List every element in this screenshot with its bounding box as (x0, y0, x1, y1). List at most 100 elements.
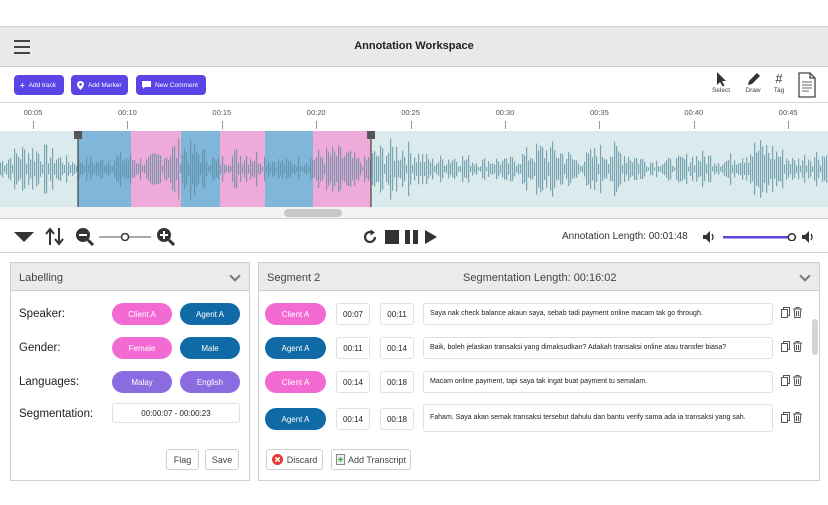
timeline-tick-label: 00:35 (590, 108, 609, 117)
hash-icon: # (775, 71, 783, 86)
row-start-time[interactable]: 00:14 (336, 371, 370, 393)
row-speaker-button[interactable]: Client A (265, 371, 326, 393)
trash-icon[interactable] (793, 307, 802, 318)
labelling-header: Labelling (11, 263, 249, 291)
timeline-tick (599, 121, 601, 129)
timeline-tick (127, 121, 129, 129)
window-title: Annotation Workspace (354, 40, 474, 52)
add-transcript-icon (335, 454, 345, 465)
add-transcript-button[interactable]: Add Transcript (331, 449, 411, 470)
speaker-max-icon[interactable] (801, 230, 815, 244)
waveform[interactable] (0, 131, 828, 207)
timeline-tick-label: 00:30 (495, 108, 515, 117)
triangle-down-icon[interactable] (14, 232, 34, 242)
timeline-tick-label: 00:40 (684, 108, 704, 117)
row-transcript-text[interactable]: Saya nak check balance akaun saya, sebab… (423, 303, 773, 325)
trash-icon[interactable] (793, 412, 802, 423)
segmentation-length: Segmentation Length: 00:16:02 (463, 272, 617, 284)
trash-icon[interactable] (793, 375, 802, 386)
timeline-tick-label: 00:20 (306, 108, 326, 117)
add-track-button[interactable]: + Add track (14, 75, 64, 95)
volume-slider[interactable] (721, 233, 799, 241)
chevron-down-icon[interactable] (229, 270, 241, 282)
timeline-tick (693, 121, 695, 129)
copy-icon[interactable] (781, 375, 790, 386)
replay-icon[interactable] (362, 229, 378, 245)
row-transcript-text[interactable]: Macam online payment, tapi saya tak inga… (423, 371, 773, 393)
select-tool-label: Select (711, 87, 731, 94)
new-comment-button[interactable]: New Comment (136, 75, 206, 95)
draw-tool[interactable]: Draw (740, 71, 766, 94)
pause-icon[interactable] (405, 230, 419, 244)
title-bar: Annotation Workspace (0, 27, 828, 67)
comment-icon (142, 81, 151, 89)
labelling-title: Labelling (19, 272, 64, 284)
gender-female-button[interactable]: Female (112, 337, 172, 359)
speaker-client-a-button[interactable]: Client A (112, 303, 172, 325)
row-start-time[interactable]: 00:14 (336, 408, 370, 430)
copy-icon[interactable] (781, 307, 790, 318)
row-speaker-button[interactable]: Agent A (265, 337, 326, 359)
timeline-tick-label: 00:05 (23, 108, 43, 117)
row-end-time[interactable]: 00:11 (380, 303, 414, 325)
gender-label: Gender: (19, 342, 61, 354)
row-transcript-text[interactable]: Faham. Saya akan semak transaksi tersebu… (423, 404, 773, 432)
transcript-scrollbar[interactable] (812, 319, 818, 355)
row-end-time[interactable]: 00:18 (380, 408, 414, 430)
play-icon[interactable] (425, 230, 437, 244)
sort-icon[interactable] (45, 227, 65, 246)
gender-male-button[interactable]: Male (180, 337, 240, 359)
playback-controls: Annotation Length: 00:01:48 (0, 220, 828, 253)
select-tool[interactable]: Select (708, 71, 734, 94)
pencil-icon (748, 73, 760, 85)
zoom-in-icon[interactable] (156, 227, 176, 247)
row-end-time[interactable]: 00:14 (380, 337, 414, 359)
chevron-down-icon[interactable] (799, 270, 811, 282)
timeline-tick-label: 00:25 (401, 108, 420, 117)
flag-button[interactable]: Flag (166, 449, 199, 470)
selection-end-grip[interactable] (367, 131, 375, 139)
save-button[interactable]: Save (205, 449, 239, 470)
segment-header: Segment 2 Segmentation Length: 00:16:02 (259, 263, 819, 291)
segmentation-label: Segmentation: (19, 408, 94, 420)
row-start-time[interactable]: 00:11 (336, 337, 370, 359)
waveform-scrollbar[interactable] (0, 207, 828, 219)
speaker-agent-a-button[interactable]: Agent A (180, 303, 240, 325)
speaker-icon[interactable] (702, 230, 716, 244)
timeline-tick (410, 121, 412, 129)
row-speaker-button[interactable]: Client A (265, 303, 326, 325)
row-start-time[interactable]: 00:07 (336, 303, 370, 325)
plus-icon: + (20, 80, 25, 90)
waveform-canvas[interactable] (0, 131, 828, 207)
cursor-icon (717, 72, 726, 87)
zoom-slider[interactable] (99, 233, 151, 241)
marker-icon (77, 80, 84, 90)
stop-icon[interactable] (385, 230, 399, 244)
language-english-button[interactable]: English (180, 371, 240, 393)
row-speaker-button[interactable]: Agent A (265, 408, 326, 430)
menu-icon[interactable] (14, 40, 30, 54)
zoom-out-icon[interactable] (75, 227, 95, 247)
waveform-bars (0, 138, 828, 200)
segmentation-range-field[interactable]: 00:00:07 - 00:00:23 (112, 403, 240, 423)
discard-button[interactable]: Discard (266, 449, 323, 470)
tag-tool[interactable]: # Tag (766, 71, 792, 94)
draw-tool-label: Draw (745, 87, 761, 94)
copy-icon[interactable] (781, 412, 790, 423)
trash-icon[interactable] (793, 341, 802, 352)
timeline-tick-label: 00:15 (212, 108, 232, 117)
timeline-tick (316, 121, 318, 129)
add-marker-button[interactable]: Add Marker (71, 75, 128, 95)
language-malay-button[interactable]: Malay (112, 371, 172, 393)
document-button[interactable] (794, 72, 820, 100)
copy-icon[interactable] (781, 341, 790, 352)
tag-tool-label: Tag (773, 87, 785, 94)
row-end-time[interactable]: 00:18 (380, 371, 414, 393)
labelling-panel: Labelling Speaker: Client A Agent A Gend… (10, 262, 250, 481)
discard-label: Discard (286, 454, 318, 465)
selection-start-grip[interactable] (74, 131, 82, 139)
scrollbar-thumb[interactable] (284, 209, 342, 217)
row-transcript-text[interactable]: Baik, boleh jelaskan transaksi yang dima… (423, 337, 773, 359)
timeline-tick-label: 00:45 (778, 108, 798, 117)
timeline-ruler[interactable]: 00:05 00:10 00:15 00:20 00:25 00:30 00:35 00:40… (0, 104, 828, 132)
